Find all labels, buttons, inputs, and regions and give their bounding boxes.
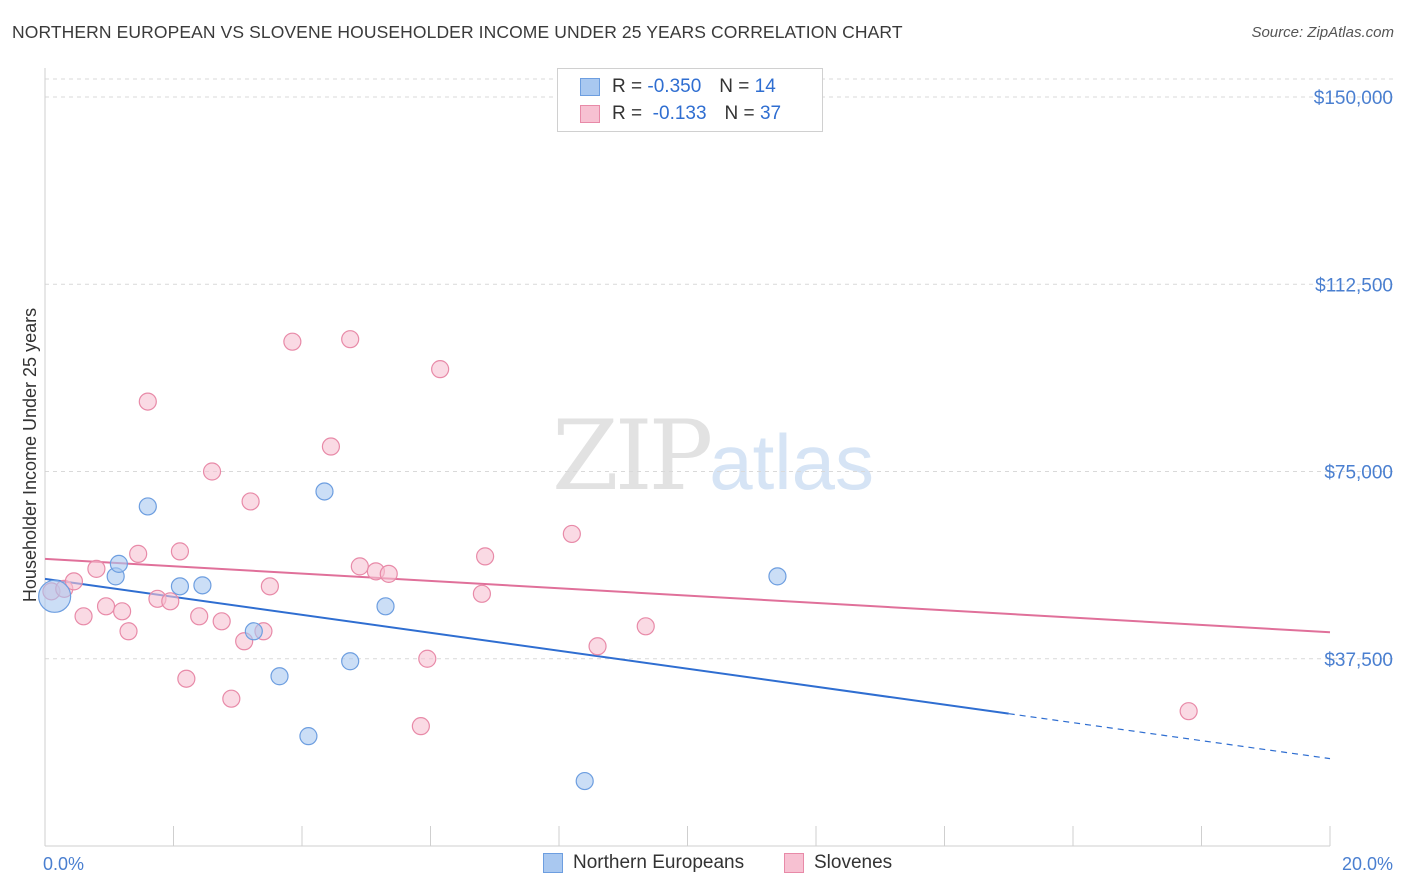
correlation-legend: R = -0.350 N = 14 R = -0.133 N = 37 xyxy=(557,68,823,132)
legend-row-northern-europeans: R = -0.350 N = 14 xyxy=(580,76,776,98)
data-point xyxy=(190,607,209,626)
trend-line xyxy=(44,557,1331,634)
data-point xyxy=(87,559,106,578)
data-point xyxy=(350,557,369,576)
legend-n-value: 37 xyxy=(759,103,782,124)
axes xyxy=(44,68,1331,847)
legend-n-label: N = xyxy=(724,103,755,124)
legend-swatch-pink xyxy=(580,105,600,123)
data-point xyxy=(476,547,495,566)
data-point xyxy=(575,771,594,791)
data-point xyxy=(64,572,84,591)
data-point xyxy=(315,482,334,501)
data-point xyxy=(562,524,581,544)
data-point xyxy=(321,437,341,456)
bottom-legend-northern-europeans: Northern Europeans xyxy=(543,852,744,874)
y-axis-title: Householder Income Under 25 years xyxy=(20,308,40,602)
legend-r-label: R = xyxy=(612,76,643,97)
axis-labels: $37,500 $75,000 $112,500 $150,000 0.0% 20.0% H… xyxy=(20,88,1393,874)
bottom-legend-swatch-blue xyxy=(543,853,563,873)
grid-lines xyxy=(45,78,1395,660)
data-point xyxy=(193,576,212,595)
bottom-legend-slovenes: Slovenes xyxy=(784,852,892,874)
data-point xyxy=(636,617,655,636)
legend-n-label: N = xyxy=(719,76,750,97)
data-point xyxy=(241,492,260,511)
data-point xyxy=(161,592,180,611)
trend-line-extension xyxy=(1008,713,1331,760)
data-point xyxy=(38,579,72,613)
data-point xyxy=(96,597,116,616)
legend-r-label: R = xyxy=(612,103,643,124)
data-point xyxy=(212,612,231,631)
data-point xyxy=(411,717,430,736)
bottom-legend-label: Slovenes xyxy=(814,852,893,873)
data-point xyxy=(138,497,157,516)
data-point xyxy=(138,392,157,411)
chart-title: NORTHERN EUROPEAN VS SLOVENE HOUSEHOLDER… xyxy=(12,22,903,42)
data-point xyxy=(177,669,196,688)
x-tick-label: 20.0% xyxy=(1342,854,1393,874)
bottom-legend-label: Northern Europeans xyxy=(573,852,745,873)
watermark: ZIPatlas xyxy=(552,400,874,512)
legend-n-value: 14 xyxy=(754,76,776,97)
data-point xyxy=(202,462,222,481)
data-point xyxy=(472,584,491,603)
legend-row-slovenes: R = -0.133 N = 37 xyxy=(580,103,781,125)
data-point xyxy=(119,622,138,641)
data-point xyxy=(244,622,263,641)
y-tick-label: $150,000 xyxy=(1314,88,1393,109)
bottom-legend-swatch-pink xyxy=(784,853,804,873)
legend-r-value: -0.350 xyxy=(647,76,702,97)
y-tick-label: $37,500 xyxy=(1324,650,1393,671)
data-point xyxy=(431,360,450,379)
data-point xyxy=(112,602,132,621)
data-point xyxy=(260,577,279,596)
data-point xyxy=(170,542,190,561)
data-point xyxy=(341,330,360,349)
trend-line xyxy=(44,577,1009,715)
data-point xyxy=(376,597,395,616)
data-point xyxy=(109,554,128,573)
y-tick-label: $75,000 xyxy=(1324,463,1393,484)
data-point xyxy=(129,544,148,563)
data-points xyxy=(38,330,1198,791)
data-point xyxy=(588,637,607,656)
y-tick-label: $112,500 xyxy=(1315,275,1393,296)
trend-lines xyxy=(44,557,1331,760)
data-point xyxy=(270,667,289,686)
data-point xyxy=(299,727,318,746)
watermark-zip: ZIP xyxy=(552,400,713,512)
x-tick-label: 0.0% xyxy=(43,854,84,874)
legend-swatch-blue xyxy=(580,78,600,96)
data-point xyxy=(768,567,787,586)
data-point xyxy=(222,689,241,708)
data-point xyxy=(418,649,437,668)
legend-r-value: -0.133 xyxy=(652,103,707,124)
watermark-atlas: atlas xyxy=(709,418,874,506)
data-point xyxy=(379,564,398,583)
data-point xyxy=(341,652,360,671)
source-label: Source: ZipAtlas.com xyxy=(1251,24,1394,41)
data-point xyxy=(170,577,190,596)
data-point xyxy=(1179,702,1198,721)
data-point xyxy=(283,332,302,351)
data-point xyxy=(74,607,93,626)
